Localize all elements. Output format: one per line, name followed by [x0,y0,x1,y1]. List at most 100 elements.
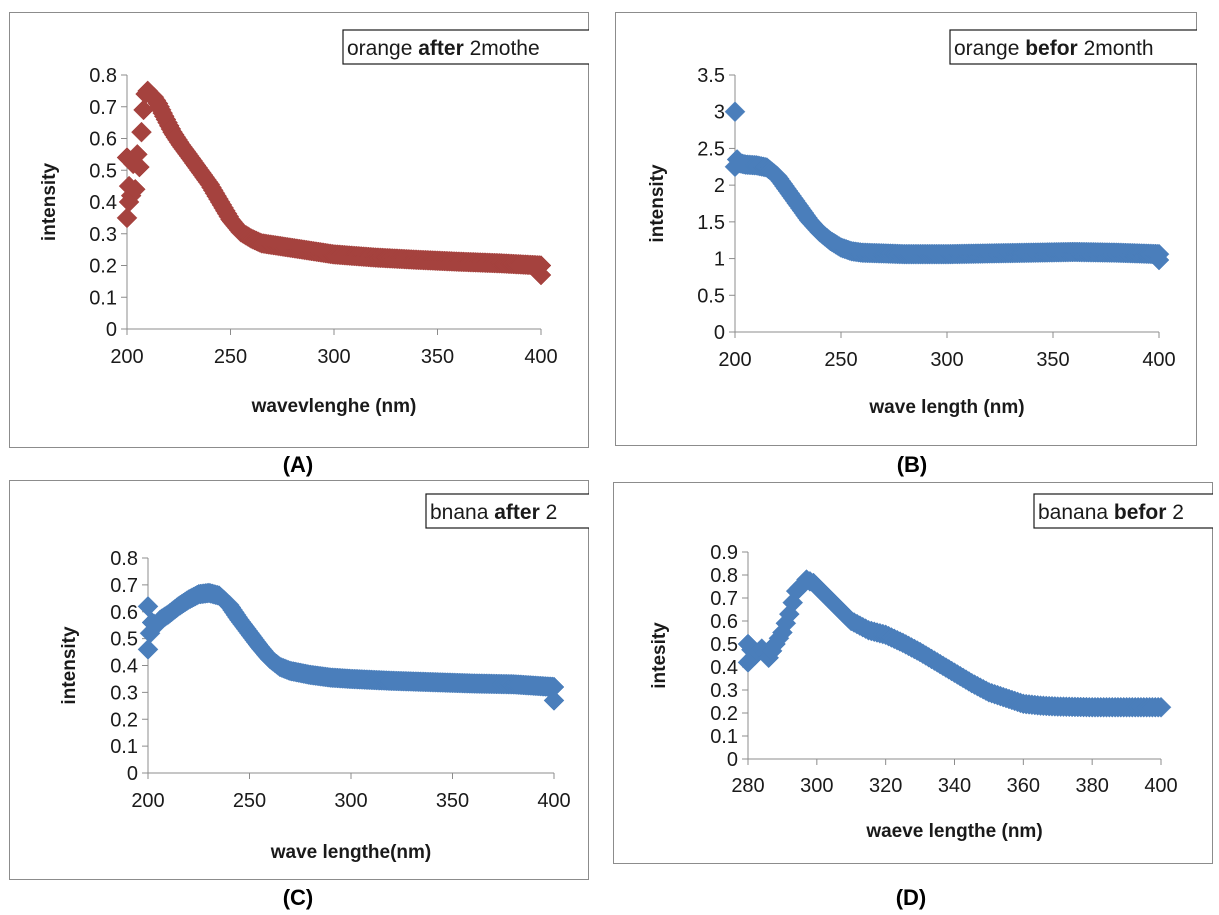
chart-panel-d: 0 0.1 0.2 0.3 0.4 0.5 0.6 0.7 0.8 0.9 280 300 320 340… [613,482,1213,864]
caption-d: (D) [895,885,927,910]
y-tick-label: 1.5 [697,212,725,234]
y-tick-label: 0.8 [710,565,738,587]
x-tick-label: 350 [1036,349,1069,371]
x-tick-label: 200 [110,346,143,368]
x-tick-label: 300 [930,349,963,371]
data-point [724,101,746,123]
legend-text-bold: befor [1025,37,1078,60]
legend-text-bold: befor [1114,501,1167,524]
x-tick-label: 250 [233,790,266,812]
x-axis-title: wavevlenghe (nm) [251,396,417,417]
chart-a: 0 0.1 0.2 0.3 0.4 0.5 0.6 0.7 0.8 200 250 300 350 400… [9,12,589,448]
y-tick-label: 0.6 [710,611,738,633]
x-axis-title: waeve lengthe (nm) [865,821,1042,842]
y-axis-title: intesity [649,622,670,689]
x-tick-label: 200 [718,349,751,371]
legend-text-prefix: banana [1038,501,1114,524]
x-tick-label: 380 [1075,775,1108,797]
x-axis-title: wave length (nm) [868,397,1024,418]
legend-box [949,29,1197,65]
data-point [778,603,800,625]
legend-box [425,493,589,529]
y-tick-label: 0.1 [710,726,738,748]
chart-frame [613,482,1213,864]
y-tick-label: 0 [106,319,117,341]
legend-text-suffix: 2month [1078,37,1154,60]
legend-text: banana befor 2 [1038,501,1184,524]
legend-text: orange after 2mothe [347,37,540,60]
legend-text-prefix: orange [954,37,1025,60]
legend-text-bold: after [494,501,540,524]
y-tick-label: 0.8 [110,548,138,570]
y-tick-label: 1 [714,249,725,271]
data-point [1150,696,1172,718]
x-tick-label: 400 [537,790,570,812]
chart-frame [9,12,589,448]
x-axis-title: wave lengthe(nm) [270,842,431,863]
legend-text-suffix: 2 [540,501,558,524]
y-tick-label: 2 [714,175,725,197]
caption-a: (A) [282,452,314,477]
y-tick-label: 0.3 [89,224,117,246]
x-tick-label: 280 [731,775,764,797]
x-tick-label: 340 [938,775,971,797]
y-tick-label: 0.5 [710,634,738,656]
x-tick-label: 250 [824,349,857,371]
data-point [1148,249,1170,271]
y-tick-label: 0.5 [89,160,117,182]
data-point [137,639,159,660]
y-tick-label: 0.7 [89,97,117,119]
x-tick-label: 400 [524,346,557,368]
y-axis-title: intensity [39,163,60,242]
data-point [116,207,138,229]
data-point [782,592,804,613]
y-tick-label: 0 [727,749,738,771]
y-tick-label: 2.5 [697,138,725,160]
y-tick-label: 3 [714,102,725,124]
y-tick-label: 0.1 [110,736,138,758]
x-tick-label: 350 [436,790,469,812]
x-tick-label: 360 [1007,775,1040,797]
y-tick-label: 0.4 [110,656,138,678]
legend-box [1033,493,1213,529]
legend-text-prefix: bnana [430,501,494,524]
chart-b: 0 0.5 1 1.5 2 2.5 3 3.5 200 250 300 350 400 wave leng… [615,12,1197,446]
y-tick-label: 0.7 [110,575,138,597]
x-tick-label: 200 [131,790,164,812]
data-series [724,101,1170,271]
data-point [543,690,565,711]
caption-b: (B) [896,452,928,477]
y-tick-label: 0.3 [110,682,138,704]
y-tick-label: 0.2 [110,709,138,731]
data-series [137,582,565,711]
data-point [129,156,150,178]
chart-panel-c: 0 0.1 0.2 0.3 0.4 0.5 0.6 0.7 0.8 200 250 300 350 400… [9,480,589,880]
chart-panel-a: 0 0.1 0.2 0.3 0.4 0.5 0.6 0.7 0.8 200 250 300 350 400… [9,12,589,448]
legend-text-prefix: orange [347,37,418,60]
data-point [131,121,152,143]
y-tick-label: 0.5 [110,629,138,651]
legend-text-bold: after [418,37,464,60]
y-tick-label: 3.5 [697,65,725,87]
y-tick-label: 0.3 [710,680,738,702]
data-point [530,264,552,286]
y-tick-label: 0.9 [710,542,738,564]
y-tick-label: 0.6 [89,129,117,151]
chart-panel-b: 0 0.5 1 1.5 2 2.5 3 3.5 200 250 300 350 400 wave leng… [615,12,1197,446]
x-tick-label: 320 [869,775,902,797]
x-tick-label: 300 [800,775,833,797]
y-tick-label: 0 [714,322,725,344]
legend-text: bnana after 2 [430,501,557,524]
legend-text-suffix: 2 [1166,501,1184,524]
data-series [116,80,552,286]
y-tick-label: 0.4 [710,657,738,679]
y-tick-label: 0.4 [89,192,117,214]
legend-text-suffix: 2mothe [464,37,540,60]
legend-box [342,29,589,65]
y-axis-title: intensity [59,626,80,705]
y-tick-label: 0 [127,763,138,785]
x-tick-label: 250 [214,346,247,368]
y-tick-label: 0.8 [89,65,117,87]
data-point [124,178,146,200]
caption-c: (C) [282,885,314,910]
